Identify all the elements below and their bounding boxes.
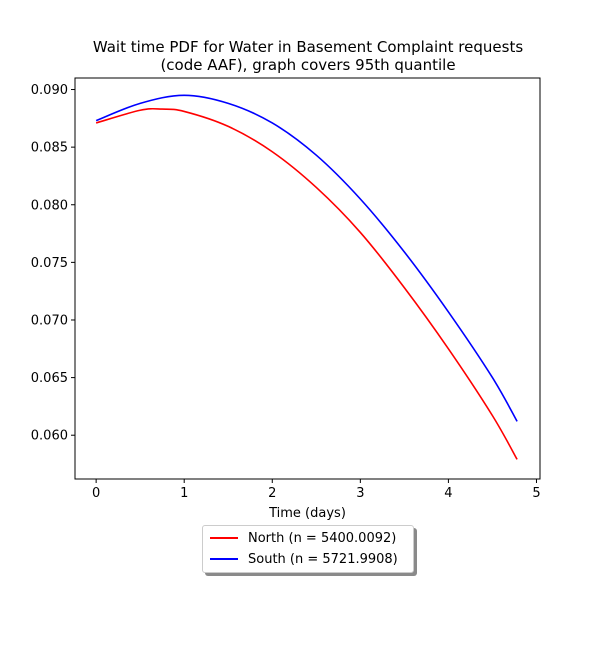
legend-swatch-south xyxy=(210,558,238,560)
y-tick-label: 0.060 xyxy=(31,429,68,444)
y-tick-label: 0.065 xyxy=(31,371,68,386)
y-axis: 0.060 0.065 0.070 0.075 0.080 0.085 0.090 xyxy=(31,83,75,444)
series-line-south xyxy=(95,94,518,422)
y-tick-label: 0.085 xyxy=(31,141,68,156)
series-line-north xyxy=(95,107,518,460)
series-lines xyxy=(95,94,518,460)
plot-frame xyxy=(74,77,541,480)
x-tick-label: 0 xyxy=(92,486,100,501)
chart-title-line-2: (code AAF), graph covers 95th quantile xyxy=(160,56,456,74)
x-tick-label: 5 xyxy=(532,486,540,501)
legend: North (n = 5400.0092) South (n = 5721.99… xyxy=(202,525,414,573)
chart-title-line-1: Wait time PDF for Water in Basement Comp… xyxy=(92,38,524,56)
y-tick-label: 0.075 xyxy=(31,256,68,271)
legend-label-south: South (n = 5721.9908) xyxy=(248,551,398,567)
x-tick-label: 2 xyxy=(268,486,276,501)
x-tick-label: 1 xyxy=(180,486,188,501)
legend-item-south: South (n = 5721.9908) xyxy=(203,550,398,568)
legend-label-north: North (n = 5400.0092) xyxy=(248,530,397,546)
y-tick-label: 0.070 xyxy=(31,313,68,328)
legend-swatch-north xyxy=(210,537,238,539)
legend-item-north: North (n = 5400.0092) xyxy=(203,529,396,547)
x-axis-label: Time (days) xyxy=(269,506,346,521)
x-tick-label: 4 xyxy=(444,486,452,501)
x-tick-label: 3 xyxy=(356,486,364,501)
x-axis: 0 1 2 3 4 5 xyxy=(92,479,541,501)
y-tick-label: 0.090 xyxy=(31,83,68,98)
y-tick-label: 0.080 xyxy=(31,198,68,213)
